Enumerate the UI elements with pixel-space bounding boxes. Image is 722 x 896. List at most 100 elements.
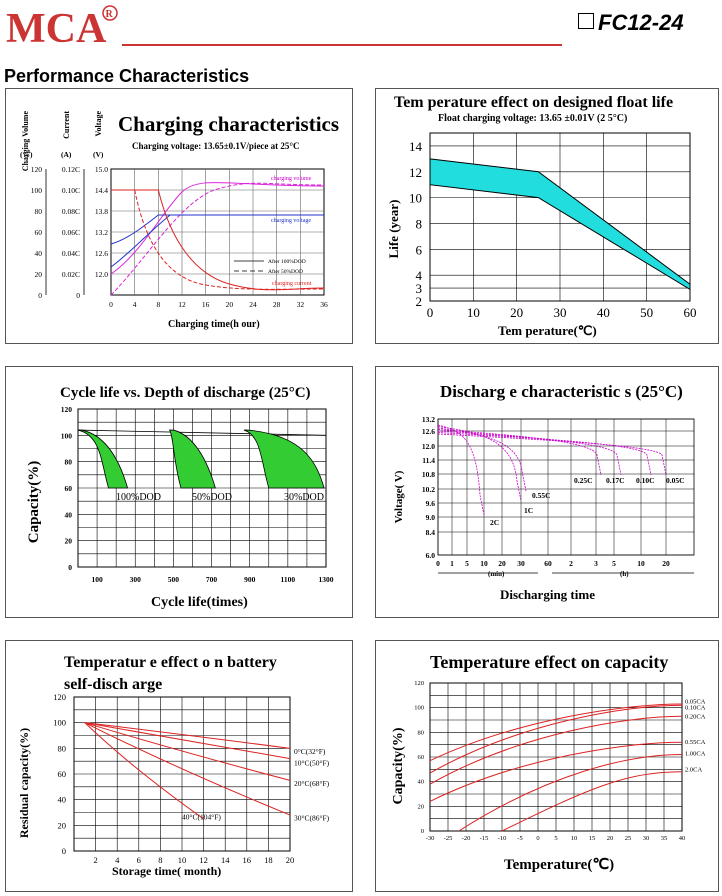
temperature-label: 40°C(104°F) (182, 812, 221, 821)
tick-label: 5 (554, 835, 557, 842)
tick-label: 20 (286, 855, 295, 865)
discharge-chart: Discharg e characteristic s (25°C) 13.2 1… (393, 382, 695, 602)
self-discharge-curve (84, 722, 291, 749)
tick-label: 60 (35, 228, 43, 237)
tick-label: 900 (244, 575, 256, 584)
chart-title-line1: Temperatur e effect o n battery (64, 654, 277, 671)
tick-label: 40 (597, 305, 610, 320)
tick-label: 80 (35, 207, 43, 216)
tick-label: 14 (409, 139, 423, 154)
temperature-label: 30°C(86°F) (294, 814, 330, 823)
capacity-curve (501, 771, 683, 832)
tick-label: 6 (137, 855, 141, 865)
tick-label: 12.6 (95, 249, 108, 258)
tick-label: 0 (109, 300, 113, 309)
tick-label: 12.0 (422, 442, 435, 451)
temperature-label: 0°C(32°F) (294, 747, 326, 756)
tick-label: -15 (480, 835, 489, 842)
tick-label: 30 (517, 559, 525, 568)
tick-label: 0.10C (62, 186, 80, 195)
tick-label: 80 (65, 458, 73, 467)
tick-label: 20 (510, 305, 523, 320)
tick-label: 100 (91, 575, 103, 584)
tick-label: 10 (409, 191, 422, 206)
tick-label: 30 (554, 305, 567, 320)
rate-label: 0.05C (666, 476, 685, 485)
temp-capacity-panel: Temperature effect on capacity 120 100 80 6… (375, 640, 719, 892)
tick-label: 40 (65, 510, 73, 519)
x-axis-label: Temperature(℃) (504, 857, 614, 873)
tick-label: 40 (58, 795, 67, 805)
tick-label: 13.2 (95, 228, 108, 237)
rate-label: 0.20CA (685, 713, 706, 720)
y-axis-label: Capacity(%) (391, 727, 406, 804)
tick-label: 40 (35, 249, 43, 258)
tick-label: 20 (35, 270, 43, 279)
tick-label: 0 (421, 828, 424, 835)
tick-label: 80 (58, 743, 67, 753)
chart-subtitle: Float charging voltage: 13.65 ±0.01V (2 … (438, 113, 627, 124)
rate-label: 0.25C (574, 476, 593, 485)
tick-label: 1100 (281, 575, 296, 584)
tick-label: 4 (133, 300, 137, 309)
chart-subtitle: Charging voltage: 13.65±0.1V/piece at 25… (132, 141, 300, 151)
self-discharge-chart: Temperatur e effect o n battery self-dis… (17, 654, 330, 878)
dod-band (243, 429, 325, 489)
tick-label: 20 (226, 300, 234, 309)
logo-text: MCA (6, 6, 107, 48)
tick-label: 50 (640, 305, 653, 320)
tick-label: 120 (31, 165, 43, 174)
x-axis-label: Tem perature(℃) (498, 323, 597, 338)
temperature-label: 10°C(50°F) (294, 758, 330, 767)
label-charging-current: charging current (272, 281, 312, 287)
discharge-characteristics-panel: Discharg e characteristic s (25°C) 13.2 1… (375, 366, 719, 618)
discharge-curve (437, 432, 652, 476)
tick-label: 12 (178, 300, 186, 309)
tick-label: 10.8 (422, 470, 435, 479)
tick-label: 11.4 (422, 456, 435, 465)
tick-label: -5 (517, 835, 522, 842)
volume-curve-dashed (110, 182, 325, 296)
tick-label: -25 (444, 835, 453, 842)
tick-label: 0.06C (62, 228, 80, 237)
tick-label: 16 (202, 300, 210, 309)
self-discharge-curve (84, 722, 291, 760)
tick-label: 12.0 (95, 270, 108, 279)
discharge-curve (437, 426, 522, 502)
discharge-curve (437, 433, 667, 476)
temperature-label: 20°C(68°F) (294, 779, 330, 788)
tick-label: 20 (662, 559, 670, 568)
current-curve-dashed (134, 189, 325, 290)
y-axis-label: Residual capacity(%) (17, 728, 31, 838)
discharge-curve (437, 430, 622, 476)
tick-label: -30 (426, 835, 435, 842)
tick-label: 0 (427, 305, 434, 320)
tick-label: 60 (544, 559, 552, 568)
tick-label: 0.04C (62, 249, 80, 258)
tick-label: 700 (206, 575, 218, 584)
tick-label: 25 (625, 835, 632, 842)
float-life-band (429, 158, 691, 291)
x-axis-label: Discharging time (500, 587, 595, 602)
tick-label: 120 (61, 405, 73, 414)
tick-label: 14 (221, 855, 230, 865)
dod-label: 50%DOD (192, 492, 232, 503)
tick-label: 20 (418, 803, 425, 810)
rate-label: 0.10C (636, 476, 655, 485)
tick-label: 20 (498, 559, 506, 568)
dod-band (77, 429, 129, 489)
tick-label: 14.4 (95, 186, 108, 195)
tick-label: 9.0 (426, 513, 436, 522)
tick-label: 12.6 (422, 427, 435, 436)
tick-label: 3 (416, 281, 423, 296)
label-charging-voltage: charging voltage (271, 218, 311, 224)
chart-title: Tem perature effect on designed float li… (394, 94, 673, 111)
tick-label: 6 (416, 242, 423, 257)
tick-label: 32 (297, 300, 305, 309)
tick-label: 28 (273, 300, 281, 309)
tick-label: 35 (661, 835, 668, 842)
tick-label: 10 (571, 835, 578, 842)
rate-label: 1.00CA (685, 750, 706, 757)
dod-label: 30%DOD (284, 492, 324, 503)
tick-label: 500 (168, 575, 180, 584)
